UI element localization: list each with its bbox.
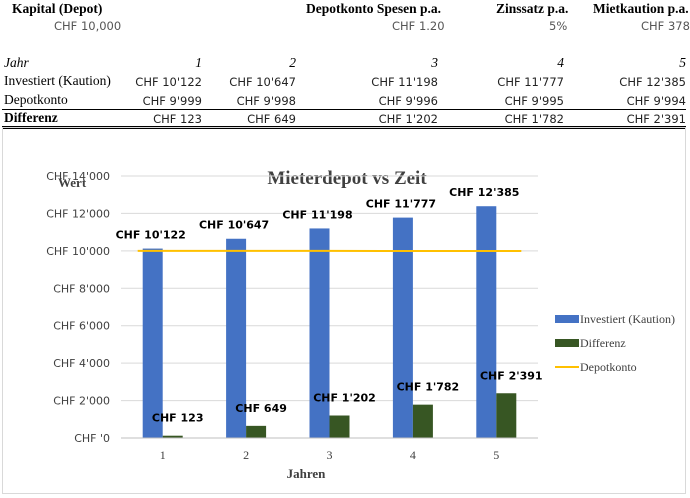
data-label: CHF 10'647 <box>199 219 269 232</box>
data-label: CHF 649 <box>235 402 287 415</box>
bar-differenz <box>413 405 433 438</box>
x-axis-label: Jahren <box>287 466 327 481</box>
cell-depotkonto-5: CHF 9'994 <box>627 94 686 108</box>
bar-investiert <box>310 228 330 438</box>
data-label: CHF 123 <box>152 412 204 425</box>
year-header-3: 3 <box>431 55 438 71</box>
x-tick-label: 5 <box>493 448 499 462</box>
x-tick-label: 4 <box>410 448 416 462</box>
year-header-2: 2 <box>289 55 296 71</box>
y-tick-label: CHF 12'000 <box>46 207 110 220</box>
cell-differenz-5: CHF 2'391 <box>627 112 686 126</box>
y-tick-label: CHF 6'000 <box>53 320 110 333</box>
zinssatz-label: Zinssatz p.a. <box>496 1 568 17</box>
bar-investiert <box>476 206 496 438</box>
spesen-label: Depotkonto Spesen p.a. <box>306 1 441 17</box>
mietkaution-label: Mietkaution p.a. <box>593 1 689 17</box>
spesen-value: CHF 1.20 <box>392 19 445 33</box>
legend-swatch <box>555 315 579 323</box>
legend-label: Investiert (Kaution) <box>580 312 675 326</box>
cell-investiert-2: CHF 10'647 <box>229 75 296 89</box>
bar-differenz <box>330 416 350 438</box>
cell-investiert-3: CHF 11'198 <box>371 75 438 89</box>
chart-svg: Mieterdepot vs Zeit Wert Jahren CHF 10'1… <box>3 128 685 493</box>
legend-label: Differenz <box>580 336 626 350</box>
chart-container: Mieterdepot vs Zeit Wert Jahren CHF 10'1… <box>2 127 686 494</box>
row-label-differenz: Differenz <box>4 110 58 126</box>
zinssatz-value: 5% <box>549 19 567 33</box>
year-header-label: Jahr <box>4 55 29 71</box>
legend-label: Depotkonto <box>580 360 637 374</box>
year-header-4: 4 <box>557 55 564 71</box>
cell-depotkonto-3: CHF 9'996 <box>379 94 438 108</box>
year-header-1: 1 <box>195 55 202 71</box>
y-tick-label: CHF 14'000 <box>46 170 110 183</box>
year-header-5: 5 <box>679 55 686 71</box>
cell-depotkonto-2: CHF 9'998 <box>237 94 296 108</box>
cell-differenz-4: CHF 1'782 <box>505 112 564 126</box>
data-label: CHF 12'385 <box>449 186 519 199</box>
mietkaution-value: CHF 378 <box>641 19 690 33</box>
kapital-label: Kapital (Depot) <box>12 1 102 17</box>
data-label: CHF 2'391 <box>480 369 543 382</box>
cell-investiert-4: CHF 11'777 <box>497 75 564 89</box>
y-tick-label: CHF 2'000 <box>53 395 110 408</box>
row-label-depotkonto: Depotkonto <box>4 92 68 108</box>
bar-differenz <box>246 426 266 438</box>
cell-investiert-5: CHF 12'385 <box>619 75 686 89</box>
cell-depotkonto-1: CHF 9'999 <box>143 94 202 108</box>
data-label: CHF 11'777 <box>366 198 436 211</box>
cell-investiert-1: CHF 10'122 <box>135 75 202 89</box>
legend: Investiert (Kaution) Differenz Depotkonto <box>555 312 675 374</box>
cell-differenz-3: CHF 1'202 <box>379 112 438 126</box>
bar-investiert <box>143 249 163 438</box>
y-tick-label: CHF 10'000 <box>46 245 110 258</box>
y-tick-label: CHF 8'000 <box>53 282 110 295</box>
y-tick-label: CHF 4'000 <box>53 357 110 370</box>
x-tick-label: 1 <box>160 448 166 462</box>
legend-swatch <box>555 339 579 347</box>
x-tick-label: 3 <box>327 448 333 462</box>
cell-differenz-1: CHF 123 <box>153 112 202 126</box>
x-tick-label: 2 <box>243 448 249 462</box>
cell-depotkonto-4: CHF 9'995 <box>505 94 564 108</box>
bar-differenz <box>496 393 516 438</box>
data-label: CHF 11'198 <box>282 208 352 221</box>
table-divider <box>2 109 686 110</box>
y-tick-label: CHF '0 <box>74 432 110 445</box>
data-label: CHF 10'122 <box>116 229 186 242</box>
row-label-investiert: Investiert (Kaution) <box>4 73 111 89</box>
data-label: CHF 1'782 <box>397 381 460 394</box>
cell-differenz-2: CHF 649 <box>247 112 296 126</box>
chart-title: Mieterdepot vs Zeit <box>267 168 427 189</box>
kapital-value: CHF 10,000 <box>54 19 121 33</box>
data-label: CHF 1'202 <box>313 392 376 405</box>
